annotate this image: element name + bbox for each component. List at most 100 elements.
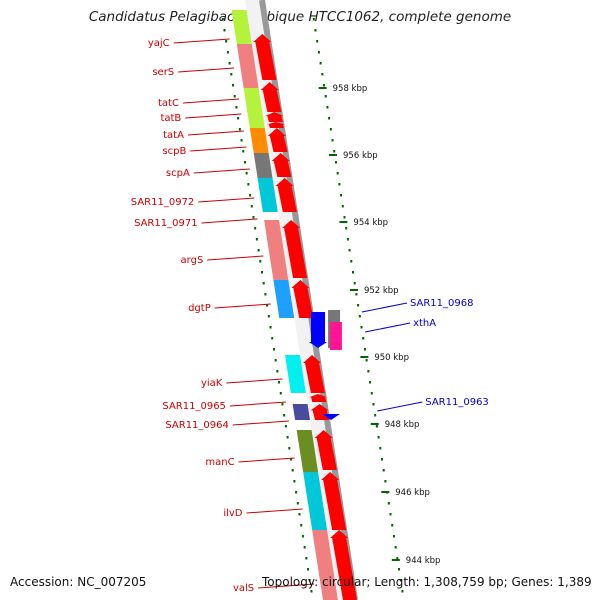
outer-right-dotted-line-dot	[363, 348, 366, 351]
outer-right-dotted-line-dot	[377, 436, 380, 439]
outer-right-dotted-line-dot	[323, 84, 326, 87]
outer-left-dotted-line-dot	[269, 326, 272, 329]
cog-block	[249, 128, 269, 153]
outer-right-dotted-line-dot	[346, 238, 349, 241]
cog-block	[273, 280, 295, 318]
forward-gene-arrow	[267, 128, 288, 152]
kbp-tick-label: 954 kbp	[353, 218, 388, 228]
outer-left-dotted-line-dot	[296, 502, 299, 505]
gene-label-leader	[377, 401, 423, 412]
gene-label-leader	[364, 322, 411, 333]
outer-left-dotted-line-dot	[295, 491, 298, 494]
outer-right-dotted-line-dot	[331, 139, 334, 142]
cog-block	[264, 220, 289, 280]
outer-right-dotted-line-dot	[336, 172, 339, 175]
kbp-tick-label: 952 kbp	[364, 286, 399, 296]
gene-labels: yajC serS tatC tatB tatA scpB scpA SAR11_0972 SA…	[131, 38, 489, 594]
gene-label-leader	[238, 457, 295, 463]
reverse-gene-arrow	[309, 312, 327, 348]
cog-block	[312, 530, 338, 600]
outer-right-dotted-line-dot	[317, 51, 320, 54]
gene-label-leader	[182, 98, 240, 104]
outer-left-dotted-line-dot	[254, 227, 257, 230]
outer-left-dotted-line-dot	[305, 557, 308, 560]
kbp-tick-label: 958 kbp	[333, 84, 368, 94]
outer-right-dotted-line-dot	[312, 18, 315, 21]
outer-left-dotted-line-dot	[228, 62, 231, 65]
outer-left-dotted-line-dot	[272, 348, 275, 351]
gene-label: valS	[233, 583, 254, 594]
gene-label: SAR11_0971	[134, 218, 198, 229]
forward-gene-arrow	[275, 178, 297, 212]
outer-right-dotted-line-dot	[394, 546, 397, 549]
forward-gene-arrow	[265, 112, 284, 122]
outer-right-dotted-line-dot	[355, 293, 358, 296]
gene-label-leader	[232, 420, 289, 426]
gene-label: manC	[205, 457, 234, 468]
outer-right-dotted-line-dot	[345, 227, 348, 230]
gene-label: SAR11_0965	[162, 401, 226, 412]
outer-left-dotted-line-dot	[242, 150, 245, 153]
outer-right-dotted-line-dot	[365, 359, 368, 362]
gene-label-leader	[229, 401, 286, 407]
outer-left-dotted-line-dot	[298, 513, 301, 516]
outer-left-dotted-line-dot	[303, 546, 306, 549]
outer-left-dotted-line-dot	[271, 337, 274, 340]
gene-label-leader	[190, 146, 247, 152]
outer-right-dotted-line-dot	[387, 502, 390, 505]
outer-left-dotted-line-dot	[255, 238, 258, 241]
outer-right-dotted-line-dot	[389, 513, 392, 516]
forward-gene-arrow	[266, 122, 285, 128]
gene-label-leader	[178, 67, 235, 73]
outer-right-dotted-line-dot	[357, 304, 360, 307]
topology-text: Topology: circular; Length: 1,308,759 bp…	[262, 575, 592, 589]
kbp-ticks: 958 kbp 956 kbp 954 kbp 952 kbp 950 kbp 948 k…	[318, 84, 440, 566]
outer-left-dotted-line-dot	[274, 359, 277, 362]
outer-right-dotted-line-dot	[362, 337, 365, 340]
outer-left-dotted-line-dot	[249, 194, 252, 197]
outer-right-dotted-line-dot	[341, 205, 344, 208]
outer-left-dotted-line-dot	[301, 535, 304, 538]
outer-left-dotted-line-dot	[286, 436, 289, 439]
kbp-tick-label: 946 kbp	[395, 488, 430, 498]
kbp-tick-label: 956 kbp	[343, 151, 378, 161]
gene-label: SAR11_0968	[410, 298, 474, 309]
outer-left-dotted-line-dot	[293, 480, 296, 483]
forward-gene-arrow	[330, 530, 357, 600]
cog-block	[231, 10, 252, 44]
cog-block	[292, 404, 311, 420]
outer-right-dotted-line-dot	[333, 150, 336, 153]
forward-gene-arrow	[310, 404, 330, 420]
outer-left-dotted-line-dot	[264, 293, 267, 296]
forward-gene-arrow	[291, 280, 314, 318]
outer-right-dotted-line-dot	[384, 480, 387, 483]
gene-label: scpB	[162, 146, 186, 157]
cog-block	[253, 153, 273, 178]
forward-gene-arrow	[309, 394, 328, 402]
outer-left-dotted-line-dot	[235, 106, 238, 109]
outer-left-dotted-line-dot	[267, 315, 270, 318]
outer-left-dotted-line-dot	[257, 249, 260, 252]
cog-block	[257, 178, 278, 212]
outer-left-dotted-line-dot	[276, 370, 279, 373]
gene-label: yiaK	[201, 378, 223, 389]
outer-left-dotted-line-dot	[288, 447, 291, 450]
outer-left-dotted-line-dot	[284, 425, 287, 428]
gene-label: argS	[181, 255, 204, 266]
outer-right-dotted-line-dot	[399, 579, 402, 582]
gene-label-leader	[258, 583, 315, 589]
gene-label: tatB	[160, 113, 181, 124]
forward-gene-arrow	[303, 355, 325, 393]
outer-left-dotted-line-dot	[223, 29, 226, 32]
outer-right-dotted-line-dot	[338, 183, 341, 186]
outer-right-dotted-line-dot	[348, 249, 351, 252]
outer-right-dotted-line-dot	[352, 271, 355, 274]
outer-left-dotted-line-dot	[281, 403, 284, 406]
outer-right-dotted-line-dot	[328, 117, 331, 120]
gene-label-leader	[207, 255, 264, 261]
outer-left-dotted-line-dot	[262, 282, 265, 285]
gene-label: ilvD	[223, 508, 242, 519]
outer-left-dotted-line-dot	[238, 128, 241, 131]
outer-right-dotted-line-dot	[316, 40, 319, 43]
forward-gene-arrow	[314, 430, 337, 470]
